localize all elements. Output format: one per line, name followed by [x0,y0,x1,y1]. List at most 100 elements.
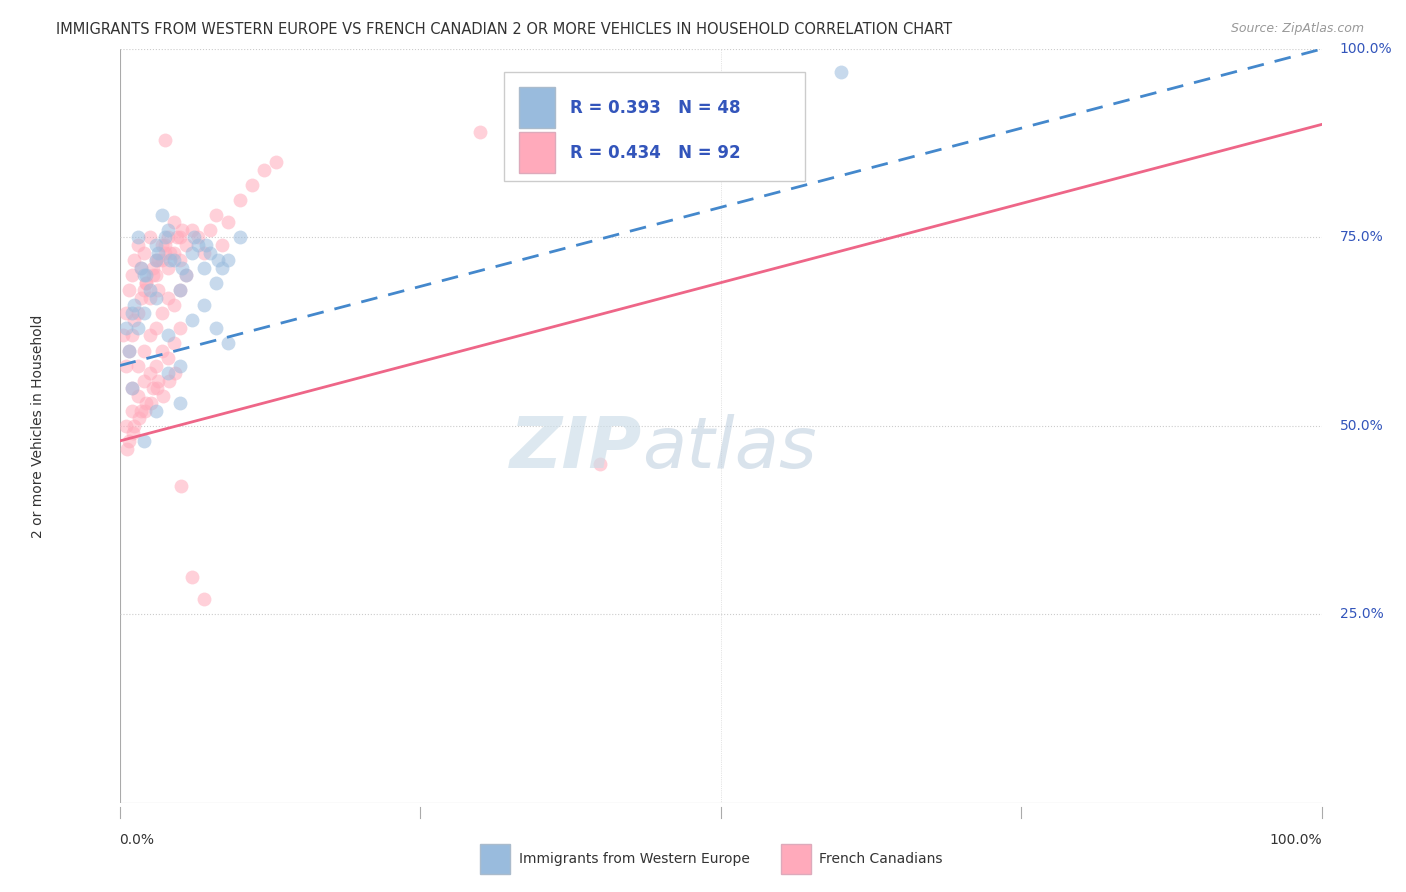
Point [159,253,181,268]
Point [169,396,191,410]
Point [264,155,287,169]
Point [156,328,179,343]
Point [174,238,197,252]
Point [138,366,160,380]
Point [146,374,169,388]
Point [138,328,160,343]
Point [162,336,184,351]
Point [193,298,215,312]
Point [112,328,135,343]
Text: 50.0%: 50.0% [1340,419,1384,433]
Point [145,359,167,373]
Point [150,253,173,268]
Point [145,253,167,268]
Point [145,253,167,268]
Point [169,321,191,335]
Point [183,230,205,244]
Text: IMMIGRANTS FROM WESTERN EUROPE VS FRENCH CANADIAN 2 OR MORE VEHICLES IN HOUSEHOL: IMMIGRANTS FROM WESTERN EUROPE VS FRENCH… [56,22,952,37]
Point [169,359,191,373]
Point [129,260,152,275]
Point [217,215,239,229]
Point [156,291,179,305]
Point [122,419,145,434]
Point [145,268,167,282]
Point [129,291,152,305]
Point [145,238,167,252]
Point [156,223,179,237]
Point [118,343,141,358]
Point [150,343,173,358]
Point [128,411,150,425]
Point [174,268,197,282]
Point [169,283,191,297]
Point [146,253,169,268]
Point [132,245,155,260]
Point [142,381,165,395]
Point [135,276,157,290]
Point [180,570,202,584]
Point [156,260,179,275]
Point [830,64,852,78]
Point [150,208,173,222]
Text: R = 0.393   N = 48: R = 0.393 N = 48 [571,99,741,117]
Point [153,132,176,146]
Point [122,253,145,268]
Point [121,426,143,441]
Point [150,238,173,252]
Point [145,321,167,335]
Point [169,283,191,297]
Point [163,366,186,380]
Point [135,396,157,410]
Point [187,230,209,244]
Point [170,223,193,237]
Point [153,230,176,244]
Text: 25.0%: 25.0% [1340,607,1384,622]
Point [122,298,145,312]
Point [204,208,226,222]
Point [198,245,221,260]
Point [193,245,215,260]
Point [132,434,155,448]
Bar [519,132,555,173]
Point [162,253,184,268]
Point [146,381,169,395]
Point [129,260,152,275]
Point [613,118,636,132]
Point [195,238,218,252]
Point [240,178,263,192]
Point [156,366,179,380]
Point [142,260,165,275]
Point [170,479,193,493]
Point [211,260,233,275]
Point [153,245,176,260]
Point [166,230,188,244]
Point [589,457,612,471]
Point [122,313,145,327]
Text: 100.0%: 100.0% [1340,42,1392,56]
FancyBboxPatch shape [505,71,804,181]
Point [193,260,215,275]
Text: ZIP: ZIP [510,414,643,483]
Text: Source: ZipAtlas.com: Source: ZipAtlas.com [1230,22,1364,36]
Point [121,381,143,395]
Point [118,343,141,358]
Bar [519,87,555,128]
Point [135,268,157,282]
Point [180,245,202,260]
Point [150,306,173,320]
Point [127,321,149,335]
Point [127,230,149,244]
Point [228,230,250,244]
Point [121,306,143,320]
Point [156,351,179,365]
Point [145,291,167,305]
Text: French Canadians: French Canadians [820,853,942,866]
Point [132,283,155,297]
Point [132,343,155,358]
Point [118,434,141,448]
Point [193,592,215,607]
Point [132,306,155,320]
Text: 2 or more Vehicles in Household: 2 or more Vehicles in Household [31,314,45,538]
Point [132,268,155,282]
Point [529,110,551,124]
